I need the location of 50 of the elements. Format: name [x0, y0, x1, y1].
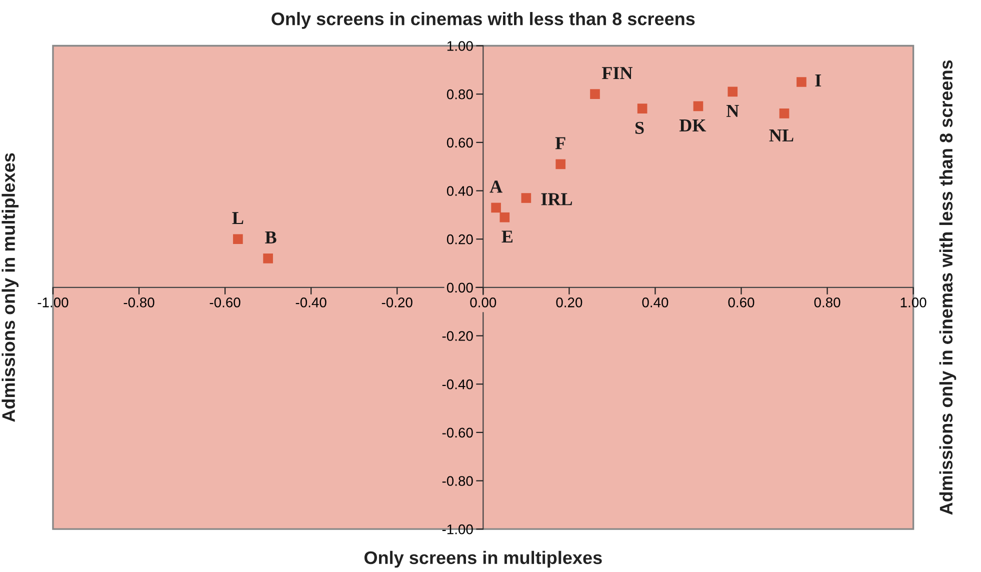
y-axis-title: Admissions only in multiplexes — [2, 153, 19, 422]
y-tick-label: -0.20 — [442, 331, 473, 341]
annotation: IRL — [541, 193, 572, 206]
annotation: F — [555, 137, 566, 150]
x-tick-label: 0.80 — [814, 298, 840, 308]
point — [728, 86, 738, 97]
point — [693, 101, 704, 112]
x-tick-label: 1.00 — [900, 298, 926, 308]
annotation: DK — [679, 120, 706, 132]
annotation: E — [502, 230, 513, 243]
y-tick-label: 0.60 — [446, 138, 473, 148]
y-tick-label: 1.00 — [447, 41, 473, 51]
annotation: A — [490, 180, 502, 193]
y-tick-label: 0.40 — [446, 186, 473, 196]
annotation: I — [815, 74, 822, 86]
annotation: B — [265, 232, 276, 244]
point — [556, 159, 566, 170]
point — [233, 234, 243, 244]
x-tick-label: -0.40 — [296, 298, 326, 308]
point — [500, 212, 510, 222]
y-tick-label: -0.60 — [442, 428, 473, 438]
x-tick-label: -0.20 — [382, 298, 412, 308]
y2-axis-title: Admissions only in cinemas with less than 8 screens — [939, 60, 956, 515]
y-tick-label: -1.00 — [442, 524, 473, 534]
point — [637, 104, 648, 114]
x-tick-label: -0.60 — [210, 298, 240, 308]
annotation: FIN — [602, 67, 633, 79]
point — [796, 77, 806, 87]
point — [590, 89, 600, 100]
x-tick-label: -0.80 — [124, 298, 154, 308]
x-tick-label: 0.60 — [728, 298, 754, 308]
y-tick-label: 0.80 — [446, 89, 473, 100]
annotation: L — [232, 212, 244, 224]
y-tick-label: -0.40 — [442, 379, 473, 390]
point — [521, 193, 532, 203]
point — [491, 202, 501, 213]
x-tick-label: -1.00 — [38, 298, 68, 308]
x-tick-label: 0.20 — [556, 298, 582, 308]
y-tick-label: -0.80 — [442, 476, 473, 486]
x-tick-label: 0.40 — [642, 298, 668, 308]
point — [779, 108, 790, 118]
x-axis-title: Only screens in multiplexes — [364, 550, 602, 568]
y-tick-label: 0.20 — [446, 234, 473, 244]
y-tick-label: 0.00 — [446, 282, 473, 293]
annotation: NL — [769, 130, 794, 142]
point — [263, 254, 273, 264]
x2-axis-title: Only screens in cinemas with less than 8 screens — [272, 12, 695, 29]
annotation: N — [726, 105, 739, 117]
annotation: S — [635, 122, 644, 134]
x-tick-label: 0.00 — [470, 298, 496, 308]
